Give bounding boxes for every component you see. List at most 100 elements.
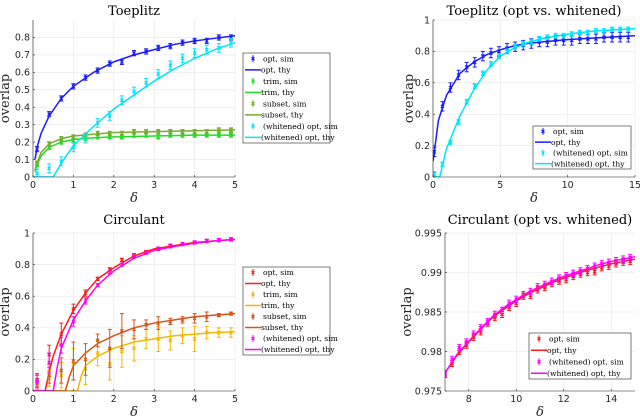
sim-point <box>569 31 574 37</box>
y-tick-label: 0.8 <box>15 260 30 271</box>
data-marker <box>216 313 221 318</box>
data-marker <box>156 336 161 341</box>
x-tick-label: 4 <box>192 394 198 405</box>
legend-label: opt, thy <box>551 138 581 147</box>
legend-item: (whitened) opt, thy <box>535 159 625 168</box>
legend-label: trim, sim <box>263 77 298 86</box>
data-marker <box>480 54 485 59</box>
data-marker <box>192 336 197 341</box>
sim-point <box>216 127 221 133</box>
x-tick-label: 2 <box>111 180 117 191</box>
data-marker <box>204 238 209 243</box>
sim-point <box>592 262 597 270</box>
y-tick-label: 0.5 <box>15 85 30 96</box>
legend-marker-swatch <box>251 101 255 106</box>
data-marker <box>132 254 136 259</box>
data-marker <box>450 357 455 362</box>
sim-point <box>156 134 161 140</box>
data-marker <box>180 333 185 338</box>
legend-item: opt, thy <box>245 279 291 288</box>
data-marker <box>505 49 510 54</box>
sim-point <box>505 48 510 55</box>
chart-title: Toeplitz <box>108 4 160 19</box>
data-marker <box>168 129 173 134</box>
data-marker <box>95 338 100 343</box>
sim-point <box>496 53 501 59</box>
data-marker <box>602 35 607 40</box>
legend-label: (whitened) opt, sim <box>263 122 338 131</box>
data-marker <box>132 89 136 94</box>
sim-point <box>180 129 185 135</box>
sim-point <box>204 311 209 322</box>
sim-point <box>192 325 197 352</box>
sim-point <box>35 168 40 177</box>
data-marker <box>529 39 534 44</box>
data-marker <box>445 371 447 376</box>
data-marker <box>496 49 501 54</box>
sim-point <box>95 333 100 348</box>
sim-point <box>464 98 469 105</box>
data-marker <box>626 35 631 40</box>
sim-point <box>557 274 561 282</box>
sim-point <box>71 134 76 140</box>
sim-point <box>472 83 477 89</box>
data-marker <box>119 262 124 267</box>
data-marker <box>528 289 533 294</box>
data-marker <box>626 27 631 32</box>
sim-point <box>514 295 519 304</box>
theory-line-1 <box>34 34 236 160</box>
legend-marker-swatch <box>541 129 545 134</box>
legend-item: (whitened) opt, thy <box>245 133 335 142</box>
data-marker <box>132 346 136 351</box>
legend-label: (whitened) opt, thy <box>261 345 335 354</box>
data-marker <box>144 129 149 134</box>
sim-point <box>456 119 461 125</box>
x-tick-label: 12 <box>558 394 570 405</box>
legend-label: opt, thy <box>261 66 291 75</box>
sim-point <box>132 50 136 57</box>
legend-item: opt, sim <box>251 268 294 277</box>
data-marker <box>107 113 112 118</box>
sim-point <box>578 267 583 275</box>
data-marker <box>132 51 136 56</box>
subplot-4: 8 10 12 14 0.975 0.98 0.985 0.99 0.995 Circulant … <box>400 213 636 417</box>
y-tick-label: 0.98 <box>421 347 442 358</box>
data-marker <box>59 343 64 348</box>
legend-box <box>242 266 331 356</box>
sim-point <box>119 262 124 267</box>
y-tick-label: 0 <box>24 386 30 397</box>
sim-point <box>59 357 64 384</box>
y-tick-label: 0.3 <box>15 120 30 131</box>
data-marker <box>144 250 149 255</box>
chart-title: Circulant (opt vs. whitened) <box>448 213 633 228</box>
x-tick-label: 1 <box>70 180 76 191</box>
sim-point <box>457 343 462 352</box>
sim-point <box>95 283 100 288</box>
x-axis-label: δ <box>536 405 544 417</box>
sim-point <box>440 161 445 168</box>
legend-box <box>242 52 331 144</box>
sim-point <box>132 254 136 259</box>
sim-point <box>445 369 447 378</box>
data-marker <box>585 30 590 35</box>
data-marker <box>593 28 598 33</box>
legend-marker-swatch <box>537 359 541 364</box>
sim-point <box>180 39 185 46</box>
x-tick-label: 0 <box>30 180 36 191</box>
sim-point <box>192 240 197 245</box>
sim-point <box>156 69 161 79</box>
sim-point <box>450 355 455 364</box>
y-tick-label: 1 <box>424 15 430 26</box>
x-tick-label: 4 <box>192 180 198 191</box>
x-axis-label: δ <box>130 405 138 417</box>
x-tick-label: 2 <box>111 394 117 405</box>
data-marker <box>95 283 100 288</box>
data-marker <box>71 358 76 363</box>
sim-point <box>549 277 554 285</box>
sim-point <box>132 86 136 97</box>
data-marker <box>204 47 209 52</box>
legend-marker-swatch <box>251 124 255 129</box>
y-tick-label: 0.6 <box>15 68 30 79</box>
legend-label: opt, thy <box>547 346 577 355</box>
y-tick-label: 0.4 <box>15 323 30 334</box>
